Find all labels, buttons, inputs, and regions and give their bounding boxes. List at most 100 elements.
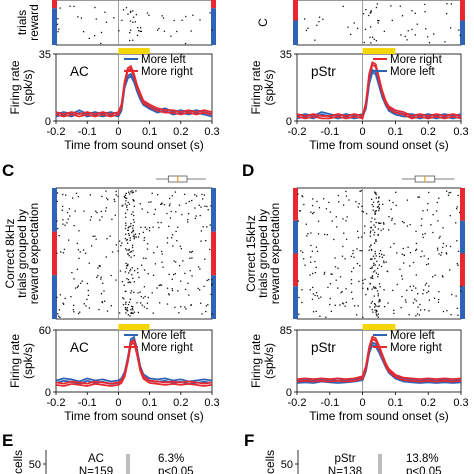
spike-dot <box>95 18 97 20</box>
spike-dot <box>162 17 165 19</box>
spike-dot <box>146 228 148 230</box>
spike-dot <box>131 231 133 234</box>
spike-dot <box>316 295 319 297</box>
spike-dot <box>127 314 130 316</box>
spike-dot <box>128 226 130 228</box>
x-tick-label: -0.1 <box>78 126 97 138</box>
spike-dot <box>370 221 372 223</box>
spike-dot <box>395 191 397 194</box>
raster-frame <box>55 0 213 46</box>
spike-dot <box>129 29 132 31</box>
spike-dot <box>192 14 194 16</box>
spike-dot <box>96 276 98 278</box>
spike-dot <box>91 245 93 247</box>
spike-dot <box>133 254 135 257</box>
spike-dot <box>128 203 131 205</box>
spike-dot <box>330 310 332 312</box>
spike-dot <box>201 313 203 315</box>
x-tick-label: -0.2 <box>288 126 307 138</box>
spike-dot <box>373 302 376 305</box>
spike-dot <box>420 224 422 227</box>
spike-dot <box>77 248 80 251</box>
spike-dot <box>442 246 444 249</box>
spike-dot <box>105 21 108 23</box>
spike-dot <box>87 294 90 297</box>
spike-dot <box>200 302 202 304</box>
spike-dot <box>130 290 133 292</box>
spike-dot <box>369 283 372 285</box>
spike-dot <box>348 199 350 201</box>
spike-dot <box>120 245 122 247</box>
spike-dot <box>136 34 139 37</box>
spike-dot <box>456 263 458 265</box>
spike-dot <box>310 232 312 234</box>
spike-dot <box>377 222 380 224</box>
spike-dot <box>379 249 382 252</box>
spike-dot <box>409 265 411 267</box>
spike-dot <box>400 306 402 309</box>
spike-dot <box>195 195 198 197</box>
spike-dot <box>336 226 338 228</box>
spike-dot <box>211 313 213 315</box>
spike-dot <box>313 211 315 214</box>
spike-dot <box>358 203 360 205</box>
spike-dot <box>101 195 103 198</box>
spike-dot <box>180 248 183 250</box>
spike-dot <box>132 309 134 311</box>
spike-dot <box>315 266 317 269</box>
raster-group-bar-left <box>52 8 57 45</box>
raster-group-bar-right <box>211 275 216 319</box>
spike-dot <box>133 199 135 202</box>
spike-dot <box>388 216 390 218</box>
spike-dot <box>131 267 133 269</box>
spike-dot <box>353 22 355 24</box>
spike-dot <box>142 257 145 259</box>
spike-dot <box>166 303 169 305</box>
spike-dot <box>171 288 173 290</box>
spike-dot <box>361 279 364 282</box>
spike-dot <box>428 42 431 44</box>
sound-bar <box>118 324 150 330</box>
spike-dot <box>415 242 418 245</box>
spike-dot <box>129 281 132 284</box>
spike-dot <box>433 297 436 299</box>
spike-dot <box>211 284 213 286</box>
spike-dot <box>127 265 129 267</box>
spike-dot <box>437 301 440 303</box>
spike-dot <box>403 222 405 224</box>
raster-spikes <box>303 3 461 44</box>
spike-dot <box>125 290 127 293</box>
spike-dot <box>106 310 109 312</box>
spike-dot <box>161 250 163 253</box>
spike-dot <box>383 254 385 256</box>
spike-dot <box>422 293 424 295</box>
spike-dot <box>73 5 75 8</box>
spike-dot <box>424 11 426 13</box>
x-tick-label: -0.2 <box>288 397 307 409</box>
spike-dot <box>97 267 99 269</box>
spike-dot <box>74 287 77 289</box>
spike-dot <box>350 255 353 258</box>
spike-dot <box>200 206 202 208</box>
spike-dot <box>129 39 131 42</box>
spike-dot <box>198 289 201 291</box>
spike-dot <box>337 267 339 269</box>
spike-dot <box>372 201 375 203</box>
spike-dot <box>369 230 372 232</box>
region-label: AC <box>70 340 89 355</box>
spike-dot <box>158 27 160 30</box>
spike-dot <box>371 258 373 260</box>
spike-dot <box>460 290 462 292</box>
spike-dot <box>158 302 161 304</box>
spike-dot <box>379 298 381 301</box>
spike-dot <box>310 244 312 247</box>
spike-dot <box>341 290 343 293</box>
spike-dot <box>76 286 79 288</box>
sound-bar <box>362 48 396 54</box>
spike-dot <box>82 30 85 33</box>
spike-dot <box>356 263 359 265</box>
spike-dot <box>86 298 88 301</box>
spike-dot <box>177 226 179 228</box>
spike-dot <box>394 223 396 225</box>
spike-dot <box>115 194 117 196</box>
